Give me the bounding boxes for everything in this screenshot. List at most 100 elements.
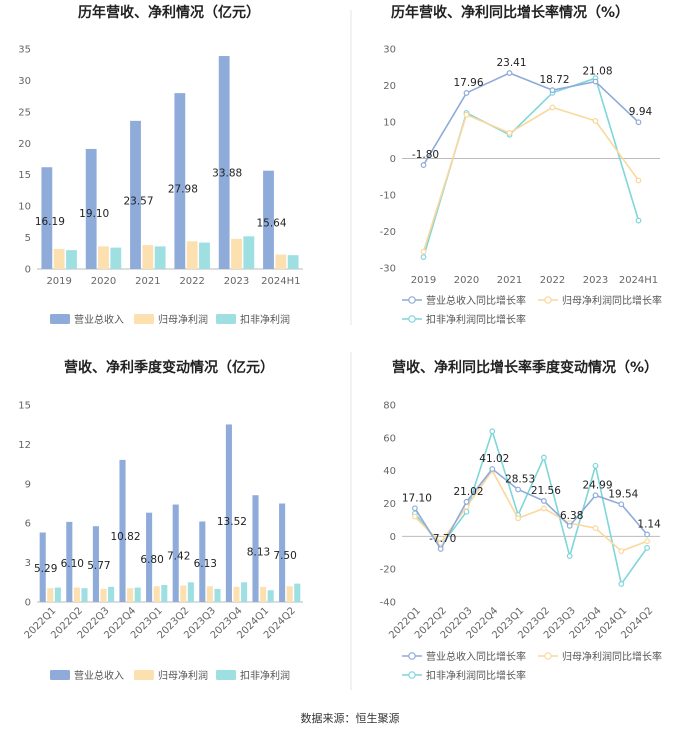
quarterly_growth-point-1-2022Q1	[412, 513, 418, 520]
quarterly_growth-ytick-80: 80	[383, 401, 396, 412]
annual_amount-xtick-2020: 2020	[91, 276, 116, 287]
annual_amount-legend-swatch-2	[216, 314, 236, 324]
quarterly_growth-legend-text-0: 营业总收入同比增长率	[426, 650, 526, 663]
quarterly_growth-label-2024Q1: 19.54	[608, 488, 638, 500]
quarterly_growth-legend-text-1: 归母净利润同比增长率	[562, 650, 662, 663]
annual_growth-point-0-2022	[549, 87, 556, 94]
annual_growth-xtick-2023: 2023	[583, 275, 608, 286]
annual_amount-bar-0-2024H1	[263, 170, 274, 269]
annual_growth-xtick-2022: 2022	[540, 275, 565, 286]
quarterly_growth-line-2	[414, 428, 648, 586]
quarterly_growth-point-1-2024Q2	[644, 538, 650, 545]
quarterly_growth-point-0-2023Q2	[541, 498, 547, 504]
quarterly_amount-legend-text-1: 归母净利润	[158, 669, 208, 682]
quarterly_amount-bar-0-2024Q1	[252, 495, 259, 602]
annual_amount-bar-0-2019	[41, 167, 53, 269]
annual_amount-bar-2-2024H1	[287, 255, 299, 269]
quarterly_growth-label-2023Q4: 24.99	[582, 479, 612, 491]
quarterly_amount-label-2024Q1: 8.13	[247, 547, 270, 559]
quarterly_amount-bar-2-2022Q4	[134, 587, 141, 602]
annual_growth-title: 历年营收、净利同比增长率情况（%）	[391, 4, 629, 21]
annual_amount-label-2019: 16.19	[35, 216, 65, 228]
quarterly_amount-bar-2-2023Q1	[161, 584, 168, 602]
quarterly_amount-bar-0-2023Q3	[199, 521, 206, 602]
quarterly_growth-ytick-20: 20	[383, 499, 396, 510]
annual_amount-ytick-35: 35	[18, 45, 31, 56]
quarterly_growth-ytick--40: -40	[380, 598, 396, 609]
quarterly_growth-label-2023Q3: 6.38	[560, 510, 583, 522]
annual_growth-point-2-2024H1	[635, 217, 642, 224]
quarterly_growth-line-0	[414, 467, 648, 551]
annual_growth-xtick-2021: 2021	[497, 275, 522, 286]
annual_growth-point-0-2024H1	[635, 119, 642, 126]
annual_amount-legend-swatch-1	[134, 314, 154, 324]
quarterly_amount-bar-0-2022Q2	[66, 521, 73, 602]
quarterly_growth-point-2-2023Q2	[541, 454, 547, 461]
annual_amount-ytick-10: 10	[18, 202, 31, 213]
quarterly_growth-label-2023Q1: 28.53	[505, 473, 535, 485]
annual_amount-bar-0-2022	[174, 93, 186, 269]
quarterly_amount-bar-0-2024Q2	[279, 503, 286, 602]
quarterly_amount-bar-2-2023Q4	[241, 582, 248, 602]
annual_growth-label-2021: 23.41	[496, 57, 526, 69]
quarterly_amount-bar-1-2023Q1	[153, 586, 160, 602]
quarterly_growth-point-0-2024Q2	[644, 531, 650, 538]
quarterly_amount-legend-swatch-1	[134, 670, 154, 680]
annual_growth-line-2	[422, 77, 640, 258]
quarterly_amount-bar-0-2022Q1	[39, 532, 46, 602]
annual_amount-bar-2-2021	[154, 246, 166, 269]
quarterly_amount-label-2022Q1: 5.29	[34, 563, 57, 575]
annual_growth-point-1-2019	[420, 248, 427, 255]
quarterly_amount-bar-2-2024Q1	[267, 590, 274, 602]
quarterly_growth-point-0-2022Q2	[437, 546, 444, 552]
quarterly_growth-label-2022Q3: 21.02	[453, 486, 483, 498]
annual_amount-legend-text-2: 扣非净利润	[240, 313, 290, 326]
annual_growth-point-0-2021	[506, 70, 513, 76]
annual_amount-ytick-5: 5	[25, 233, 31, 244]
annual_growth-xtick-2024H1: 2024H1	[619, 275, 658, 286]
annual_amount-label-2022: 27.98	[168, 184, 198, 196]
quarterly_amount-bar-1-2024Q2	[286, 586, 293, 602]
quarterly_growth-legend-marker-0	[408, 652, 416, 660]
quarterly_amount-bar-2-2022Q1	[54, 587, 61, 602]
annual_growth-point-0-2023	[592, 78, 599, 85]
annual_amount-ytick-0: 0	[25, 265, 31, 276]
quarterly_growth-label-2023Q2: 21.56	[531, 485, 561, 497]
annual_amount-bar-2-2019	[66, 250, 77, 269]
annual_amount-label-2023: 33.88	[212, 167, 242, 179]
annual_growth-label-2020: 17.96	[453, 77, 483, 89]
quarterly_growth-ytick-60: 60	[383, 433, 396, 444]
quarterly_amount-label-2023Q3: 6.13	[194, 558, 217, 570]
quarterly_amount-bar-0-2022Q3	[92, 526, 99, 602]
quarterly_amount-bar-1-2024Q1	[260, 586, 267, 602]
annual_amount-ytick-20: 20	[18, 139, 31, 150]
quarterly_growth-point-2-2023Q4	[592, 462, 599, 469]
quarterly_growth-point-2-2022Q4	[489, 428, 496, 435]
quarterly_amount-label-2022Q4: 10.82	[110, 531, 140, 543]
quarterly_growth-point-1-2023Q2	[541, 505, 547, 512]
annual_growth-ytick--20: -20	[380, 227, 396, 238]
quarterly_amount-legend-swatch-2	[216, 670, 236, 680]
quarterly_growth-legend-text-2: 扣非净利润同比增长率	[426, 669, 526, 682]
quarterly_growth-point-2-2024Q1	[618, 581, 625, 587]
annual_amount-bar-0-2023	[218, 56, 230, 269]
annual_amount-ytick-30: 30	[18, 76, 31, 87]
annual_growth-point-2-2019	[420, 254, 427, 260]
annual_amount-bar-1-2022	[186, 241, 198, 269]
annual_amount-label-2024H1: 15.64	[256, 217, 286, 229]
annual_growth-ytick--10: -10	[380, 191, 396, 202]
quarterly_amount-title: 营收、净利季度变动情况（亿元）	[64, 359, 274, 376]
annual_growth-ytick-10: 10	[383, 118, 396, 129]
quarterly_growth-label-2022Q2: -7.70	[429, 533, 456, 545]
annual_amount-label-2021: 23.57	[123, 196, 153, 208]
annual_growth-legend-marker-2	[408, 315, 416, 323]
quarterly_amount-label-2024Q2: 7.50	[273, 550, 296, 562]
quarterly_amount-bar-0-2023Q2	[172, 504, 179, 602]
annual_amount-bar-0-2021	[130, 120, 141, 270]
source-text: 数据来源：恒生聚源	[301, 711, 400, 725]
quarterly_amount-bar-0-2022Q4	[119, 459, 126, 602]
annual_amount-bar-1-2023	[231, 238, 242, 269]
quarterly_amount-label-2023Q4: 13.52	[217, 516, 247, 528]
annual_amount-xtick-2022: 2022	[179, 276, 204, 287]
